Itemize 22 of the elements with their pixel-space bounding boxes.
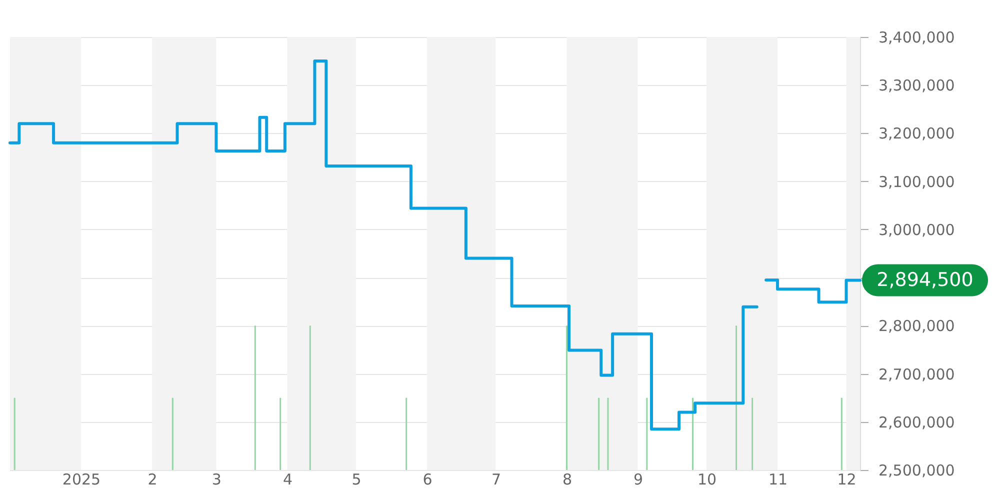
x-tick-label: 5 (352, 470, 362, 488)
x-tick-label: 11 (768, 470, 788, 488)
y-tick-label: 2,600,000 (878, 413, 955, 432)
x-tick-label: 8 (562, 470, 572, 488)
y-tick-label: 3,300,000 (878, 76, 955, 95)
x-tick-label: 2025 (62, 470, 101, 488)
y-tick-label: 3,100,000 (878, 172, 955, 191)
y-tick-label: 2,800,000 (878, 317, 955, 336)
x-tick-label: 7 (491, 470, 501, 488)
x-tick-label: 9 (633, 470, 644, 488)
x-tick-label: 10 (697, 470, 717, 488)
x-tick-label: 12 (837, 470, 856, 488)
annotation: 2,894,500 (876, 269, 974, 292)
y-tick-label: 2,700,000 (878, 365, 955, 384)
x-tick-label: 3 (212, 470, 222, 488)
x-tick-label: 4 (282, 470, 292, 488)
x-tick-label: 2 (148, 470, 158, 488)
y-tick-label: 3,000,000 (878, 220, 955, 239)
y-tick-label: 3,200,000 (878, 124, 955, 143)
y-tick-label: 2,500,000 (878, 462, 955, 480)
y-tick-label: 3,400,000 (878, 28, 955, 46)
x-tick-label: 6 (422, 470, 432, 488)
